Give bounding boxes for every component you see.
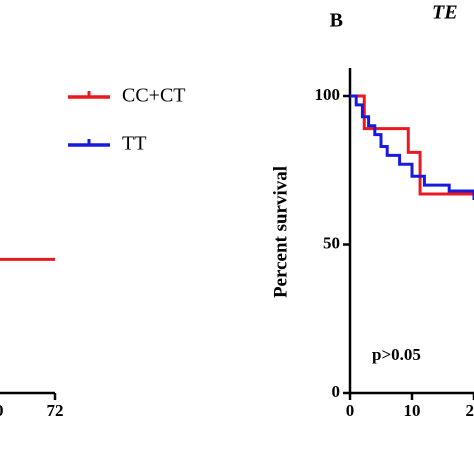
annotation: p>0.05 xyxy=(372,345,421,364)
survival-line xyxy=(350,94,474,196)
y-tick-label: 50 xyxy=(323,233,340,252)
x-tick-label: 10 xyxy=(404,401,421,420)
x-tick-label: 60 xyxy=(0,401,4,420)
survival-line xyxy=(350,94,474,200)
legend-label: TT xyxy=(122,133,146,155)
x-tick-label: 72 xyxy=(47,401,64,420)
chart-title: TE xyxy=(432,2,458,24)
y-tick-label: 100 xyxy=(315,85,341,104)
x-tick-label: 0 xyxy=(346,401,355,420)
x-tick-label: 20 xyxy=(466,401,474,420)
legend-label: CC+CT xyxy=(122,85,186,107)
panel-label: B xyxy=(330,10,343,32)
y-tick-label: 0 xyxy=(332,382,341,401)
y-axis-label: Percent survival xyxy=(270,166,291,298)
